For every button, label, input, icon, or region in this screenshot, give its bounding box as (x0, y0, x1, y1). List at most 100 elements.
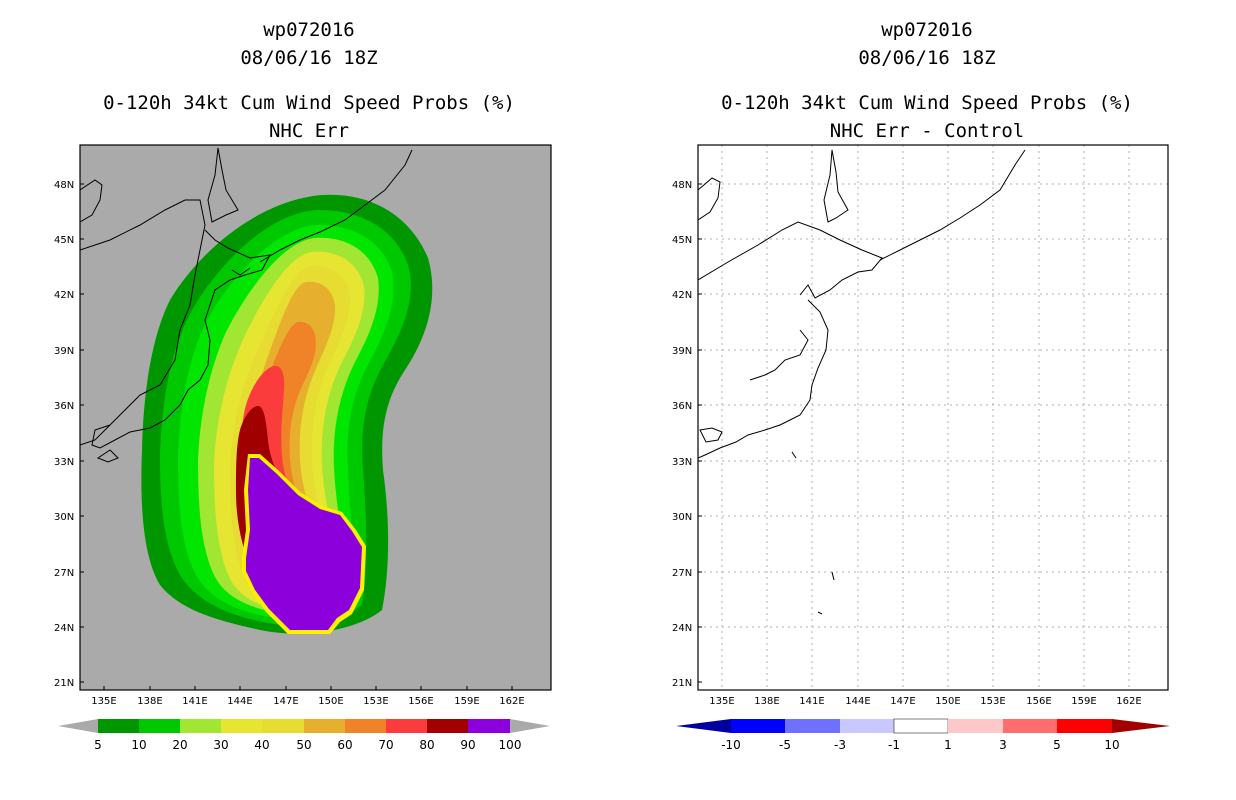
lon-label: 135E (709, 696, 734, 707)
lon-label: 162E (499, 696, 524, 707)
colorbar-label: -5 (779, 738, 791, 752)
right-map-frame (697, 144, 1169, 691)
colorbar-label: 80 (419, 738, 434, 752)
colorbar-label: 3 (999, 738, 1007, 752)
colorbar-label: 100 (499, 738, 522, 752)
lon-label: 153E (980, 696, 1005, 707)
lat-label: 30N (672, 512, 692, 523)
lat-label: 21N (54, 678, 74, 689)
left-lon-labels: 135E 138E 141E 144E 147E 150E 153E 156E … (91, 696, 524, 707)
lon-label: 162E (1116, 696, 1141, 707)
lat-label: 42N (672, 290, 692, 301)
lat-label: 24N (672, 623, 692, 634)
lon-label: 141E (182, 696, 207, 707)
lon-label: 147E (273, 696, 298, 707)
lon-label: 138E (137, 696, 162, 707)
lon-label: 153E (363, 696, 388, 707)
left-coastlines (80, 147, 413, 463)
colorbar-swatch (468, 719, 510, 733)
colorbar-swatch (1057, 719, 1112, 733)
colorbar-swatch (840, 719, 894, 733)
lon-label: 159E (1071, 696, 1096, 707)
colorbar-swatch (98, 719, 139, 733)
right-lon-labels: 135E 138E 141E 144E 147E 150E 153E 156E … (709, 696, 1141, 707)
lon-label: 144E (227, 696, 252, 707)
right-coastlines (698, 149, 1026, 615)
colorbar-label: 5 (94, 738, 102, 752)
lat-label: 33N (672, 457, 692, 468)
lat-label: 48N (672, 180, 692, 191)
colorbar-label: -10 (721, 738, 741, 752)
lon-label: 135E (91, 696, 116, 707)
right-ticks (698, 183, 702, 683)
right-product-title: 0-120h 34kt Cum Wind Speed Probs (%) (721, 92, 1133, 114)
colorbar-label: 30 (213, 738, 228, 752)
colorbar-swatch (893, 718, 949, 734)
right-storm-id: wp072016 (881, 19, 973, 41)
right-datetime: 08/06/16 18Z (858, 47, 996, 69)
contour-100 (246, 458, 362, 630)
colorbar-swatch (304, 719, 345, 733)
probability-contours (141, 194, 433, 634)
colorbar-label: 1 (944, 738, 952, 752)
right-lat-labels: 48N 45N 42N 39N 36N 33N 30N 27N 24N 21N (672, 180, 692, 689)
colorbar-label: -1 (888, 738, 900, 752)
colorbar-label: 10 (131, 738, 146, 752)
colorbar-swatch (180, 719, 221, 733)
colorbar-label: 10 (1104, 738, 1119, 752)
left-storm-id: wp072016 (263, 19, 355, 41)
lat-label: 39N (54, 346, 74, 357)
colorbar-swatch (427, 719, 468, 733)
colorbar-under-triangle (58, 719, 98, 733)
left-datetime: 08/06/16 18Z (240, 47, 378, 69)
colorbar-swatch (221, 719, 262, 733)
colorbar-under-triangle (676, 719, 731, 733)
colorbar-swatch (386, 719, 427, 733)
left-map (79, 144, 552, 691)
lat-label: 45N (54, 235, 74, 246)
colorbar-label: -3 (834, 738, 846, 752)
lon-label: 159E (454, 696, 479, 707)
colorbar-swatch (1003, 719, 1057, 733)
colorbar-swatch (345, 719, 386, 733)
left-lat-labels: 48N 45N 42N 39N 36N 33N 30N 27N 24N 21N (54, 180, 74, 689)
colorbar-swatch (785, 719, 840, 733)
colorbar-swatch (731, 719, 785, 733)
lat-label: 27N (672, 568, 692, 579)
colorbar-label: 70 (378, 738, 393, 752)
lat-label: 21N (672, 678, 692, 689)
colorbar-swatch (139, 719, 180, 733)
lat-label: 36N (54, 401, 74, 412)
lon-label: 156E (1026, 696, 1051, 707)
colorbar-label: 40 (254, 738, 269, 752)
right-colorbar: -10 -5 -3 -1 1 3 5 10 (676, 718, 1170, 752)
lon-label: 150E (318, 696, 343, 707)
lon-label: 141E (799, 696, 824, 707)
colorbar-label: 90 (460, 738, 475, 752)
left-subtitle: NHC Err (268, 120, 350, 142)
lat-label: 36N (672, 401, 692, 412)
lat-label: 30N (54, 512, 74, 523)
lon-label: 138E (754, 696, 779, 707)
colorbar-swatch (948, 719, 1003, 733)
left-ticks (80, 183, 513, 690)
lat-label: 33N (54, 457, 74, 468)
lat-label: 24N (54, 623, 74, 634)
colorbar-label: 50 (296, 738, 311, 752)
lat-label: 45N (672, 235, 692, 246)
right-gridlines (698, 145, 1168, 690)
lon-label: 144E (845, 696, 870, 707)
right-subtitle: NHC Err - Control (829, 120, 1025, 142)
lon-label: 147E (890, 696, 915, 707)
colorbar-label: 20 (172, 738, 187, 752)
lat-label: 48N (54, 180, 74, 191)
lon-label: 156E (408, 696, 433, 707)
lat-label: 27N (54, 568, 74, 579)
right-map-background (698, 145, 1168, 690)
colorbar-label: 5 (1053, 738, 1061, 752)
colorbar-over-triangle (510, 719, 550, 733)
colorbar-over-triangle (1112, 719, 1170, 733)
left-product-title: 0-120h 34kt Cum Wind Speed Probs (%) (103, 92, 515, 114)
lat-label: 42N (54, 290, 74, 301)
colorbar-label: 60 (337, 738, 352, 752)
